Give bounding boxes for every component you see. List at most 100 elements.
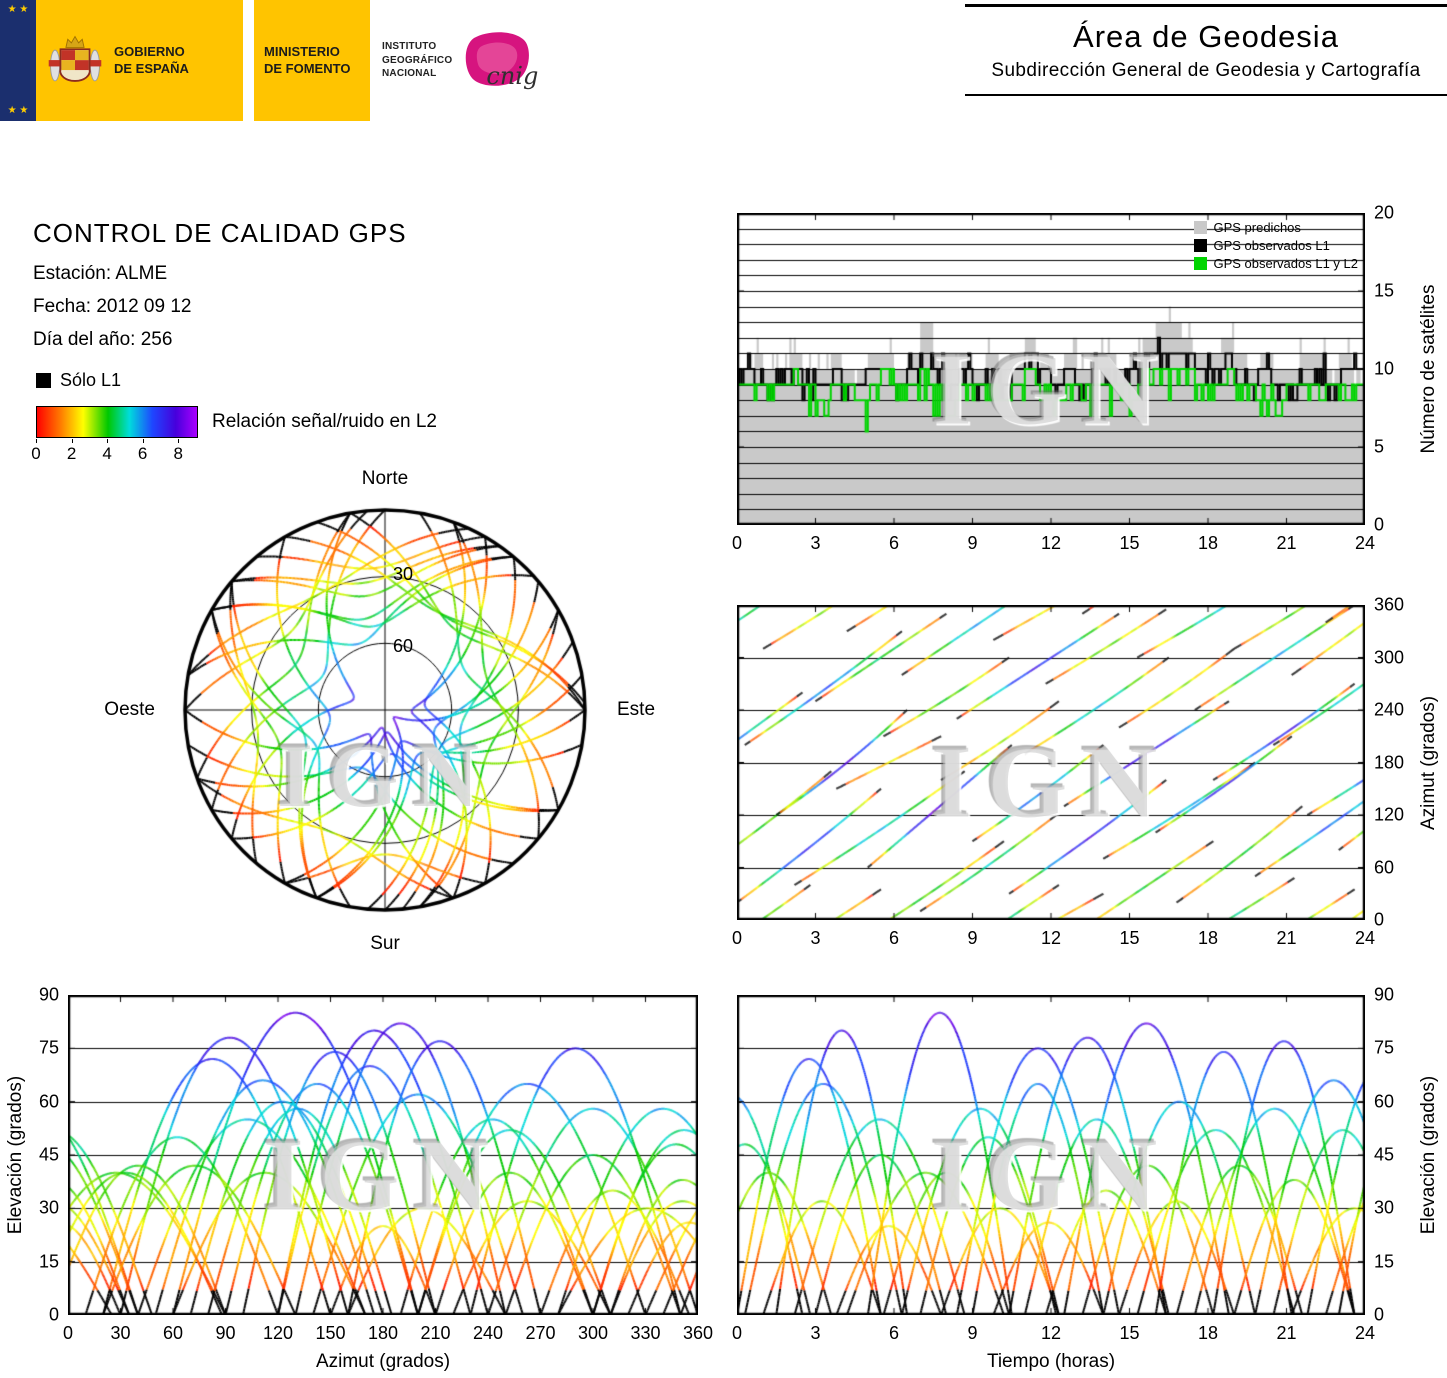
header-rule-top: [965, 4, 1447, 7]
elevation-azimuth-canvas: [68, 995, 698, 1315]
instituto-label: INSTITUTO GEOGRÁFICO NACIONAL: [382, 41, 453, 80]
x-tick-label: 270: [525, 1323, 556, 1343]
colorbar-tick-mark: [107, 439, 109, 443]
x-tick-label: 3: [810, 533, 821, 553]
y-tick-label: 75: [38, 1037, 59, 1058]
y-tick-label: 20: [1374, 202, 1395, 223]
elevation-time-chart: IGN 0 3 6 9 12 15 18 21 24 0 15 30 45 60 75 90 Elevaci…: [732, 985, 1439, 1373]
x-tick-label: 180: [367, 1323, 399, 1343]
solo-l1-swatch: [36, 373, 51, 388]
x-tick-label: 24: [1354, 928, 1376, 948]
snr-legend: Sólo L1 Relación señal/ruido en L2 0 2 4 6 8: [31, 370, 437, 463]
elevation-azimuth-x-ticks: 0 30 60 90 120 150 180 210 240 270 300 330 360: [63, 1315, 713, 1343]
x-tick-label: 15: [1119, 928, 1140, 948]
skyplot-ring-30-label: 30: [393, 564, 414, 584]
x-tick-label: 12: [1040, 1323, 1062, 1343]
skyplot: Norte Sur Este Oeste 30 60 IGN: [104, 468, 655, 955]
station-label: Estación: ALME: [33, 263, 168, 284]
y-tick-label: 120: [1374, 804, 1405, 825]
legend-row: GPS predichos: [1194, 220, 1358, 235]
y-tick-label: 30: [1374, 1197, 1395, 1218]
x-tick-label: 3: [810, 1323, 821, 1343]
snr-colorbar: [36, 406, 198, 438]
y-tick-label: 180: [1374, 752, 1405, 772]
y-tick-label: 0: [1374, 1304, 1385, 1325]
spain-eu-flag-strip: ★ ★ ★ ★: [0, 0, 36, 121]
skyplot-north-label: Norte: [361, 468, 409, 489]
x-tick-label: 18: [1197, 928, 1219, 948]
solo-l1-row: Sólo L1: [36, 370, 437, 391]
x-tick-label: 360: [682, 1323, 714, 1343]
page-title: CONTROL DE CALIDAD GPS: [33, 218, 407, 248]
legend-swatch: [1194, 239, 1208, 252]
colorbar-tick-mark: [142, 439, 144, 443]
x-tick-label: 18: [1197, 533, 1219, 553]
elevation-time-y-label: Elevación (grados): [1418, 1075, 1439, 1235]
x-tick-label: 9: [967, 533, 978, 553]
azimuth-time-chart: IGN 0 3 6 9 12 15 18 21 24 0 60 120 180 240 300 360 Az…: [732, 595, 1439, 949]
y-tick-label: 30: [38, 1197, 59, 1218]
azimuth-time-y-label: Azimut (grados): [1418, 695, 1439, 830]
x-tick-label: 60: [162, 1323, 184, 1343]
y-tick-label: 0: [1374, 514, 1385, 535]
x-tick-label: 24: [1354, 533, 1376, 553]
elevation-time-canvas: [737, 995, 1365, 1315]
colorbar-tick-label: 8: [173, 444, 183, 463]
colorbar-tick-mark: [71, 439, 73, 443]
x-tick-label: 9: [967, 1323, 978, 1343]
x-tick-label: 0: [731, 928, 743, 948]
y-tick-label: 60: [1374, 857, 1395, 877]
elevation-azimuth-y-ticks: 0 15 30 45 60 75 90: [12, 985, 68, 1325]
y-tick-label: 15: [1374, 280, 1395, 301]
x-tick-label: 210: [420, 1323, 451, 1343]
x-tick-label: 30: [110, 1323, 131, 1343]
header-rule-bottom: [965, 94, 1447, 96]
legend-label: GPS predichos: [1213, 220, 1301, 235]
coat-of-arms-icon: [48, 35, 102, 82]
x-tick-label: 18: [1197, 1323, 1219, 1343]
skyplot-ring-60-label: 60: [393, 636, 414, 656]
x-tick-label: 12: [1040, 533, 1062, 553]
elevation-time-x-ticks: 0 3 6 9 12 15 18 21 24: [732, 1315, 1375, 1343]
date-label: Fecha: 2012 09 12: [33, 296, 192, 317]
x-tick-label: 90: [215, 1323, 236, 1343]
legend-swatch: [1194, 221, 1208, 234]
x-tick-label: 6: [888, 1323, 900, 1343]
x-tick-label: 9: [967, 928, 978, 948]
ministerio-label: MINISTERIO DE FOMENTO: [264, 43, 351, 76]
x-tick-label: 330: [630, 1323, 661, 1343]
y-tick-label: 60: [1374, 1091, 1395, 1112]
y-tick-label: 90: [38, 984, 59, 1005]
y-tick-label: 90: [1374, 984, 1395, 1005]
x-tick-label: 120: [262, 1323, 294, 1343]
legend-row: GPS observados L1: [1194, 238, 1358, 253]
x-tick-label: 3: [810, 928, 821, 948]
eu-stars-icon: ★ ★: [7, 4, 29, 15]
satellite-count-chart: GPS predichos GPS observados L1 GPS observ…: [732, 203, 1439, 554]
azimuth-time-x-ticks: 0 3 6 9 12 15 18 21 24: [732, 920, 1375, 948]
satellite-count-canvas: [737, 213, 1365, 525]
y-tick-label: 15: [1374, 1251, 1395, 1272]
area-title: Área de Geodesia: [1073, 19, 1339, 54]
elevation-azimuth-y-label: Elevación (grados): [5, 1075, 26, 1235]
report-info: CONTROL DE CALIDAD GPS Estación: ALME Fe…: [33, 218, 407, 362]
colorbar-tick-mark: [36, 439, 37, 443]
y-tick-label: 0: [1374, 909, 1385, 930]
satellite-count-legend: GPS predichos GPS observados L1 GPS observ…: [1194, 220, 1358, 271]
eu-stars-icon: ★ ★: [7, 105, 29, 116]
instituto-box: INSTITUTO GEOGRÁFICO NACIONAL cnig: [370, 0, 546, 121]
elevation-time-x-label: Tiempo (horas): [986, 1351, 1116, 1372]
x-tick-label: 0: [62, 1323, 74, 1343]
colorbar-ticks: 0 2 4 6 8: [31, 439, 202, 463]
x-tick-label: 12: [1040, 928, 1062, 948]
x-tick-label: 300: [577, 1323, 609, 1343]
colorbar-row: Relación señal/ruido en L2: [36, 406, 437, 438]
y-tick-label: 360: [1374, 594, 1405, 615]
y-tick-label: 75: [1374, 1037, 1395, 1058]
x-tick-label: 21: [1276, 533, 1297, 553]
y-tick-label: 45: [38, 1144, 59, 1165]
colorbar-tick-label: 6: [137, 444, 148, 463]
y-tick-label: 5: [1374, 436, 1385, 457]
y-tick-label: 0: [48, 1304, 59, 1325]
x-tick-label: 15: [1119, 533, 1140, 553]
